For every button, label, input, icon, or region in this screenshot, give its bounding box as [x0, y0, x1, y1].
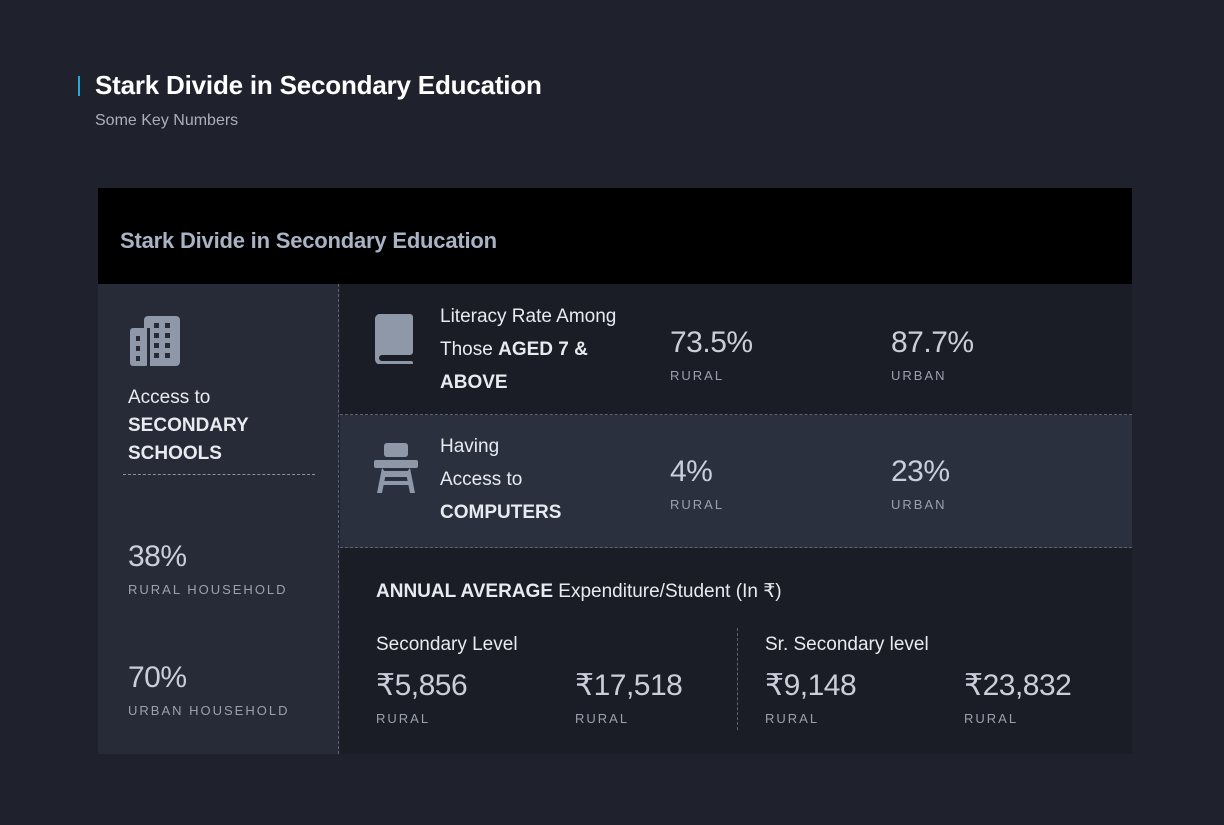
literacy-urban-metric: 87.7% URBAN [891, 326, 974, 383]
sr-secondary-level-title: Sr. Secondary level [765, 634, 929, 655]
expenditure-row: ANNUAL AVERAGE Expenditure/Student (In ₹… [340, 548, 1132, 754]
access-line-1: Access to [128, 387, 211, 408]
computers-row: Having Access to COMPUTERS 4% RURAL 23% … [340, 415, 1132, 548]
computers-urban-label: URBAN [891, 497, 947, 512]
literacy-description: Literacy Rate Among Those AGED 7 & ABOVE [440, 300, 616, 399]
access-line-3: SCHOOLS [128, 443, 222, 464]
expenditure-title-rest: Expenditure/Student (In ₹) [553, 581, 782, 602]
literacy-rural-label: RURAL [670, 368, 725, 383]
card-title: Stark Divide in Secondary Education [120, 228, 497, 253]
sr-secondary-value-2: ₹23,832 [964, 669, 1072, 702]
sr-secondary-metric-2: ₹23,832 RURAL [964, 668, 1072, 726]
sr-secondary-metric-1: ₹9,148 RURAL [765, 668, 857, 726]
rural-household-stat: 38% RURAL HOUSEHOLD [128, 540, 288, 597]
secondary-value-2: ₹17,518 [575, 669, 683, 702]
computers-rural-metric: 4% RURAL [670, 455, 724, 512]
sr-secondary-label-2: RURAL [964, 711, 1019, 726]
page-subtitle: Some Key Numbers [95, 112, 239, 129]
secondary-label-1: RURAL [376, 711, 431, 726]
computers-line-3: COMPUTERS [440, 502, 562, 523]
computers-urban-value: 23% [891, 455, 950, 488]
literacy-row: Literacy Rate Among Those AGED 7 & ABOVE… [340, 284, 1132, 415]
urban-household-stat: 70% URBAN HOUSEHOLD [128, 661, 289, 718]
literacy-line-3: ABOVE [440, 372, 508, 393]
rural-household-value: 38% [128, 540, 187, 573]
computers-urban-metric: 23% URBAN [891, 455, 950, 512]
secondary-metric-2: ₹17,518 RURAL [575, 668, 683, 726]
building-icon [130, 316, 180, 366]
expenditure-title: ANNUAL AVERAGE Expenditure/Student (In ₹… [376, 580, 782, 603]
computers-rural-label: RURAL [670, 497, 725, 512]
computers-line-2: Access to [440, 469, 523, 490]
computers-description: Having Access to COMPUTERS [440, 430, 561, 529]
card-header: Stark Divide in Secondary Education [98, 188, 1132, 284]
book-icon [374, 314, 413, 364]
access-divider [123, 474, 315, 475]
sr-secondary-label-1: RURAL [765, 711, 820, 726]
expenditure-title-bold: ANNUAL AVERAGE [376, 581, 553, 602]
title-accent-bar [78, 76, 80, 96]
literacy-line-2-bold: AGED 7 & [498, 339, 588, 360]
urban-household-value: 70% [128, 661, 187, 694]
access-description: Access to SECONDARY SCHOOLS [128, 384, 249, 468]
computers-rural-value: 4% [670, 455, 713, 488]
secondary-metric-1: ₹5,856 RURAL [376, 668, 468, 726]
level-divider [737, 628, 738, 730]
literacy-line-1: Literacy Rate Among [440, 306, 617, 327]
urban-household-label: URBAN HOUSEHOLD [128, 703, 290, 718]
literacy-urban-value: 87.7% [891, 326, 974, 359]
stats-card: Stark Divide in Secondary Education Acce… [98, 188, 1132, 754]
literacy-urban-label: URBAN [891, 368, 947, 383]
school-desk-icon [374, 443, 418, 493]
access-panel: Access to SECONDARY SCHOOLS 38% RURAL HO… [98, 284, 339, 754]
computers-line-1: Having [440, 436, 500, 457]
page-title: Stark Divide in Secondary Education [95, 70, 542, 100]
rural-household-label: RURAL HOUSEHOLD [128, 582, 288, 597]
access-line-2: SECONDARY [128, 415, 249, 436]
sr-secondary-value-1: ₹9,148 [765, 669, 857, 702]
secondary-label-2: RURAL [575, 711, 630, 726]
literacy-rural-metric: 73.5% RURAL [670, 326, 753, 383]
literacy-line-2-prefix: Those [440, 339, 499, 360]
literacy-rural-value: 73.5% [670, 326, 753, 359]
secondary-value-1: ₹5,856 [376, 669, 468, 702]
secondary-level-title: Secondary Level [376, 634, 518, 655]
literacy-line-2: Those AGED 7 & [440, 333, 616, 366]
